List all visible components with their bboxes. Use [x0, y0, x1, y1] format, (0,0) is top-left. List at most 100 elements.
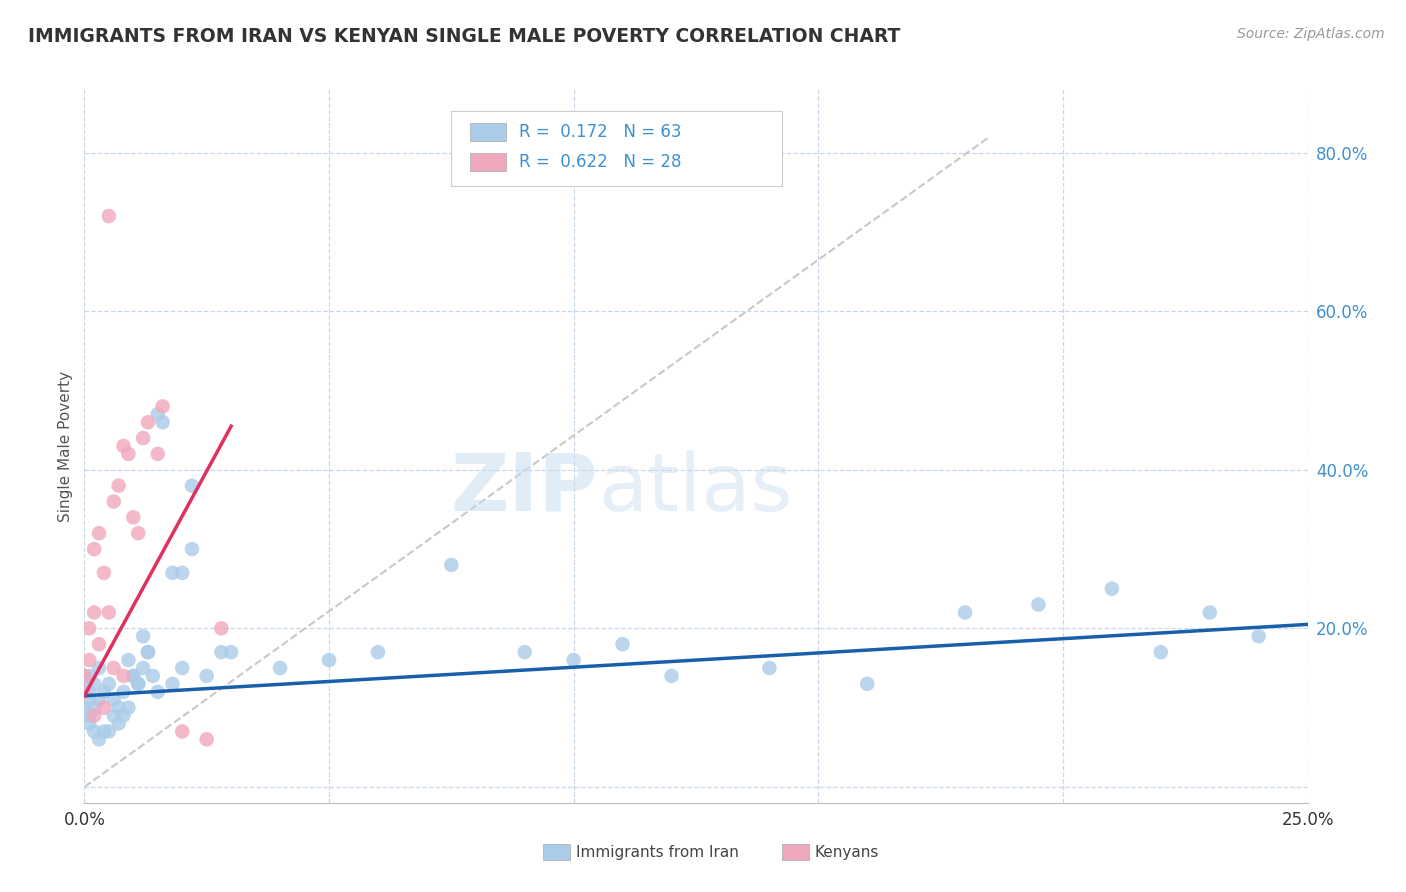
Point: [162, 566, 184, 580]
FancyBboxPatch shape: [543, 844, 569, 860]
Point: [87, 526, 110, 541]
Point: [77, 685, 100, 699]
Point: [93, 700, 115, 714]
Point: [87, 637, 110, 651]
Point: [172, 661, 194, 675]
Point: [562, 653, 585, 667]
Point: [73, 669, 96, 683]
Point: [103, 661, 125, 675]
Point: [97, 724, 120, 739]
FancyBboxPatch shape: [782, 844, 808, 860]
Point: [97, 209, 120, 223]
Point: [172, 724, 194, 739]
Text: R =  0.622   N = 28: R = 0.622 N = 28: [519, 153, 681, 171]
Point: [77, 708, 100, 723]
Text: atlas: atlas: [598, 450, 793, 528]
Point: [107, 716, 129, 731]
Point: [146, 407, 169, 421]
Point: [513, 645, 536, 659]
Point: [73, 669, 96, 683]
Point: [77, 621, 100, 635]
Point: [661, 669, 683, 683]
Point: [1101, 582, 1123, 596]
Text: R =  0.172   N = 63: R = 0.172 N = 63: [519, 123, 681, 141]
Point: [93, 566, 115, 580]
Point: [112, 439, 135, 453]
Point: [122, 669, 145, 683]
Point: [146, 447, 169, 461]
Point: [181, 478, 204, 492]
Point: [107, 478, 129, 492]
Point: [83, 542, 105, 557]
Point: [73, 685, 96, 699]
Text: IMMIGRANTS FROM IRAN VS KENYAN SINGLE MALE POVERTY CORRELATION CHART: IMMIGRANTS FROM IRAN VS KENYAN SINGLE MA…: [28, 27, 900, 45]
Point: [117, 653, 139, 667]
Point: [112, 708, 135, 723]
Point: [83, 700, 105, 714]
Point: [127, 677, 149, 691]
Point: [318, 653, 340, 667]
Point: [97, 606, 120, 620]
Text: Immigrants from Iran: Immigrants from Iran: [576, 845, 740, 860]
Point: [132, 629, 155, 643]
Point: [77, 716, 100, 731]
Text: Source: ZipAtlas.com: Source: ZipAtlas.com: [1237, 27, 1385, 41]
Point: [93, 724, 115, 739]
Point: [758, 661, 780, 675]
Point: [103, 708, 125, 723]
Point: [612, 637, 634, 651]
Point: [152, 400, 174, 414]
Point: [83, 724, 105, 739]
Text: Kenyans: Kenyans: [814, 845, 879, 860]
Point: [107, 700, 129, 714]
Point: [132, 431, 155, 445]
Point: [87, 661, 110, 675]
Point: [83, 708, 105, 723]
FancyBboxPatch shape: [470, 123, 506, 141]
Point: [162, 677, 184, 691]
Point: [73, 700, 96, 714]
Point: [127, 677, 149, 691]
Point: [953, 606, 976, 620]
Point: [136, 645, 159, 659]
Point: [73, 677, 96, 691]
Point: [117, 700, 139, 714]
Point: [77, 653, 100, 667]
Point: [209, 621, 232, 635]
Point: [1150, 645, 1173, 659]
Point: [440, 558, 463, 572]
Point: [172, 566, 194, 580]
Text: ZIP: ZIP: [451, 450, 598, 528]
Point: [1028, 598, 1050, 612]
Point: [83, 677, 105, 691]
Point: [112, 669, 135, 683]
Point: [122, 510, 145, 524]
Point: [93, 685, 115, 699]
Point: [127, 526, 149, 541]
FancyBboxPatch shape: [470, 153, 506, 171]
Point: [103, 692, 125, 706]
Point: [103, 494, 125, 508]
Point: [87, 732, 110, 747]
Point: [136, 415, 159, 429]
Point: [219, 645, 242, 659]
Point: [77, 669, 100, 683]
Point: [117, 447, 139, 461]
Point: [195, 732, 218, 747]
Y-axis label: Single Male Poverty: Single Male Poverty: [58, 370, 73, 522]
Point: [1198, 606, 1220, 620]
Point: [146, 685, 169, 699]
Point: [181, 542, 204, 557]
Point: [209, 645, 232, 659]
Point: [152, 415, 174, 429]
Point: [97, 677, 120, 691]
Point: [195, 669, 218, 683]
Point: [136, 645, 159, 659]
Point: [269, 661, 291, 675]
Point: [856, 677, 879, 691]
Point: [87, 692, 110, 706]
Point: [77, 692, 100, 706]
Point: [122, 669, 145, 683]
Point: [112, 685, 135, 699]
Point: [1247, 629, 1270, 643]
